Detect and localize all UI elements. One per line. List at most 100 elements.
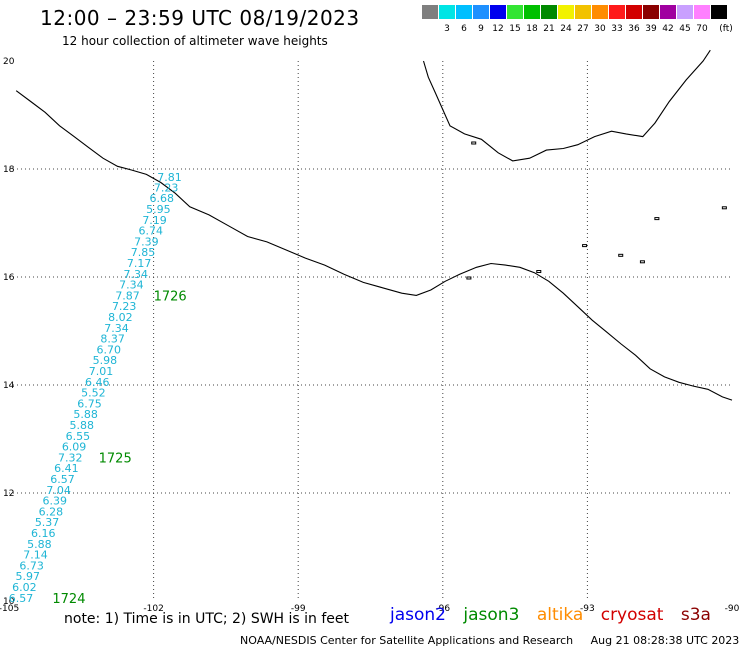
wave-height-label: 5.95 <box>146 203 171 216</box>
latitude-tick-label: 20 <box>3 57 15 67</box>
wave-height-label: 7.32 <box>58 451 83 464</box>
mission-jason2: jason2 <box>390 605 446 625</box>
island-outline <box>536 270 542 274</box>
scale-label: 18 <box>526 24 538 34</box>
wave-height-label: 7.01 <box>89 365 114 378</box>
latitude-tick-label: 10 <box>3 597 15 607</box>
scale-swatch <box>609 5 625 19</box>
mission-legend: jason2 jason3 altika cryosat s3a <box>390 605 723 625</box>
scale-swatch <box>626 5 642 19</box>
wave-height-label: 6.28 <box>39 505 64 518</box>
wave-height-label: 7.14 <box>23 549 48 562</box>
latitude-tick-label: 18 <box>3 165 15 175</box>
pass-time-label: 1725 <box>99 451 132 466</box>
latitude-tick-label: 12 <box>3 489 14 499</box>
scale-swatch <box>592 5 608 19</box>
generated-timestamp: Aug 21 08:28:38 UTC 2023 <box>590 634 740 647</box>
gulf-coastline <box>422 49 711 162</box>
scale-swatch <box>490 5 506 19</box>
longitude-tick-label: -90 <box>725 604 740 614</box>
wave-height-label: 5.88 <box>27 538 52 551</box>
wave-height-label: 6.73 <box>19 559 44 572</box>
scale-swatch <box>660 5 676 19</box>
scale-swatch <box>694 5 710 19</box>
island-outline <box>582 244 588 248</box>
wave-height-label: 5.88 <box>73 408 98 421</box>
wave-height-label: 5.37 <box>35 516 60 529</box>
chart-subtitle: 12 hour collection of altimeter wave hei… <box>62 34 328 48</box>
wave-height-label: 6.70 <box>97 343 122 356</box>
wave-height-label: 6.16 <box>31 527 56 540</box>
scale-label: 33 <box>611 24 623 34</box>
scale-swatch <box>473 5 489 19</box>
scale-label: 39 <box>645 24 657 34</box>
mission-s3a: s3a <box>680 605 711 625</box>
scale-label: 12 <box>492 24 504 34</box>
wave-height-label: 5.97 <box>16 570 41 583</box>
wave-height-label: 6.74 <box>138 225 163 238</box>
wave-height-label: 6.41 <box>54 462 79 475</box>
wave-height-label: 7.17 <box>127 257 152 270</box>
scale-unit: (ft) <box>719 24 733 34</box>
credit-text: NOAA/NESDIS Center for Satellite Applica… <box>240 634 574 647</box>
wave-height-label: 7.81 <box>157 171 182 184</box>
wave-height-label: 7.39 <box>134 235 159 248</box>
scale-swatch <box>524 5 540 19</box>
wave-height-label: 6.55 <box>66 430 91 443</box>
mission-cryosat: cryosat <box>600 605 664 625</box>
island-outline <box>618 253 624 257</box>
wave-height-label: 6.46 <box>85 376 110 389</box>
scale-label: 3 <box>444 24 450 34</box>
wave-height-label: 6.09 <box>62 441 87 454</box>
pass-time-label: 1724 <box>52 592 85 607</box>
mission-altika: altika <box>536 605 584 625</box>
wave-height-label: 5.98 <box>93 354 118 367</box>
scale-label: 36 <box>628 24 640 34</box>
island-outline <box>639 260 645 264</box>
longitude-tick-label: -105 <box>0 604 19 614</box>
wave-height-label: 7.34 <box>119 279 144 292</box>
scale-label: 9 <box>478 24 484 34</box>
wave-height-label: 7.04 <box>46 484 71 497</box>
island-outline <box>721 206 727 210</box>
scale-label: 21 <box>543 24 555 34</box>
wave-height-label: 7.85 <box>131 246 156 259</box>
scale-swatch <box>643 5 659 19</box>
scale-swatch <box>439 5 455 19</box>
scale-swatch <box>541 5 557 19</box>
chart-title: 12:00 – 23:59 UTC 08/19/2023 <box>40 6 360 30</box>
scale-swatch <box>507 5 523 19</box>
wave-height-label: 7.34 <box>124 268 149 281</box>
wave-height-label: 5.52 <box>81 387 106 400</box>
scale-label: 6 <box>461 24 467 34</box>
wave-height-label: 6.68 <box>150 192 175 205</box>
pass-time-label: 1726 <box>154 289 187 304</box>
mission-jason3: jason3 <box>463 605 520 625</box>
wave-height-label: 6.57 <box>9 592 34 605</box>
scale-swatch <box>575 5 591 19</box>
scale-swatch <box>558 5 574 19</box>
wave-height-label: 6.02 <box>12 581 37 594</box>
wave-height-label: 6.75 <box>77 397 102 410</box>
longitude-tick-label: -102 <box>143 604 163 614</box>
wave-height-label: 8.37 <box>100 333 125 346</box>
wave-height-label: 6.39 <box>43 495 68 508</box>
latitude-tick-label: 16 <box>3 273 15 283</box>
wave-height-label: 7.23 <box>112 300 137 313</box>
wave-height-label: 6.57 <box>50 473 75 486</box>
wave-height-label: 7.19 <box>142 214 167 227</box>
longitude-tick-label: -93 <box>580 604 595 614</box>
island-outline <box>466 276 472 280</box>
scale-swatch <box>711 5 727 19</box>
scale-label: 42 <box>662 24 674 34</box>
wave-height-label: 7.23 <box>154 181 179 194</box>
scale-label: 27 <box>577 24 589 34</box>
longitude-tick-label: -96 <box>435 604 450 614</box>
wave-height-label: 5.88 <box>70 419 95 432</box>
island-outline <box>471 141 477 145</box>
pacific-coastline <box>15 90 733 401</box>
credit-line: NOAA/NESDIS Center for Satellite Applica… <box>240 634 739 647</box>
scale-label: 24 <box>560 24 572 34</box>
latitude-tick-label: 14 <box>3 381 15 391</box>
